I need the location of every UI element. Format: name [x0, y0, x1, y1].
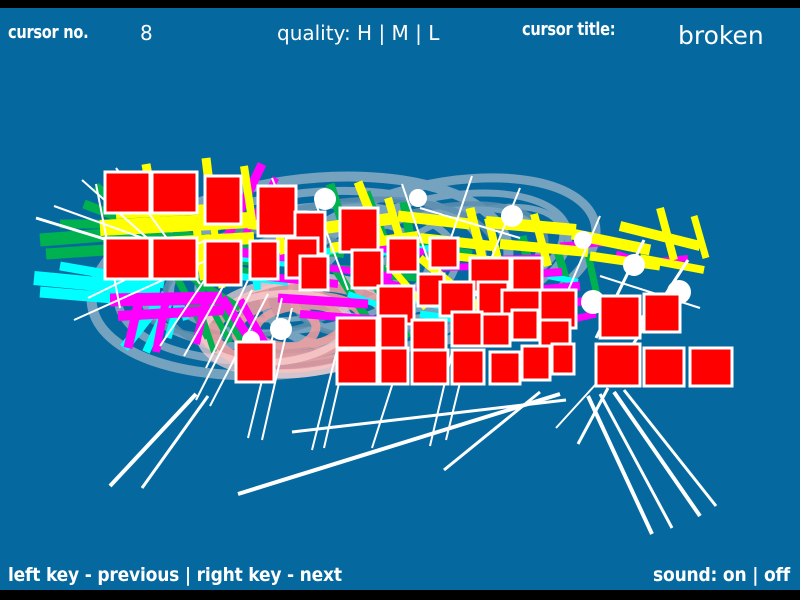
square-layer-red [103, 170, 734, 388]
artwork-square [350, 248, 384, 290]
artwork-square [598, 294, 642, 340]
artwork-square [335, 316, 379, 350]
artwork-square [103, 236, 152, 281]
artwork-square [642, 292, 682, 334]
artwork-square [248, 239, 280, 281]
artwork-square [594, 342, 642, 388]
artwork-circle [574, 231, 592, 249]
artwork-square [510, 308, 540, 342]
artwork-square [438, 280, 476, 318]
cursor-artwork [0, 8, 800, 590]
artwork-square [103, 170, 152, 215]
letterbox-bottom [0, 590, 800, 600]
artwork-square [450, 348, 486, 386]
artwork-circle [314, 188, 336, 210]
artwork-square [488, 350, 522, 386]
artwork-circle [270, 318, 292, 340]
artwork-circle [501, 205, 523, 227]
artwork-square [520, 344, 552, 382]
artwork-square [335, 348, 379, 386]
artwork-square [428, 236, 460, 270]
artwork-square [338, 206, 380, 254]
artwork-square [642, 346, 686, 388]
artwork-square [386, 236, 420, 274]
artwork-square [256, 184, 298, 238]
artwork-square [203, 174, 243, 226]
artwork-square [550, 342, 576, 376]
artwork-square [688, 346, 734, 388]
artwork-square [378, 346, 410, 386]
artwork-square [410, 318, 448, 352]
artwork-square [203, 239, 243, 287]
artwork-circle [409, 189, 427, 207]
artwork-square [150, 170, 199, 215]
artwork-square [410, 348, 450, 386]
artwork-square [150, 236, 199, 281]
artwork-square [510, 256, 544, 294]
stage: cursor no. 8 quality: H | M | L cursor t… [0, 8, 800, 590]
letterbox-top [0, 0, 800, 8]
artwork-square [378, 314, 408, 352]
artwork-square [538, 318, 572, 348]
artwork-square [480, 312, 512, 348]
artwork-square [234, 340, 276, 384]
artwork-canvas [33, 157, 734, 535]
artwork-square [298, 254, 330, 292]
artwork-circle [623, 254, 645, 276]
artwork-square [450, 310, 484, 348]
